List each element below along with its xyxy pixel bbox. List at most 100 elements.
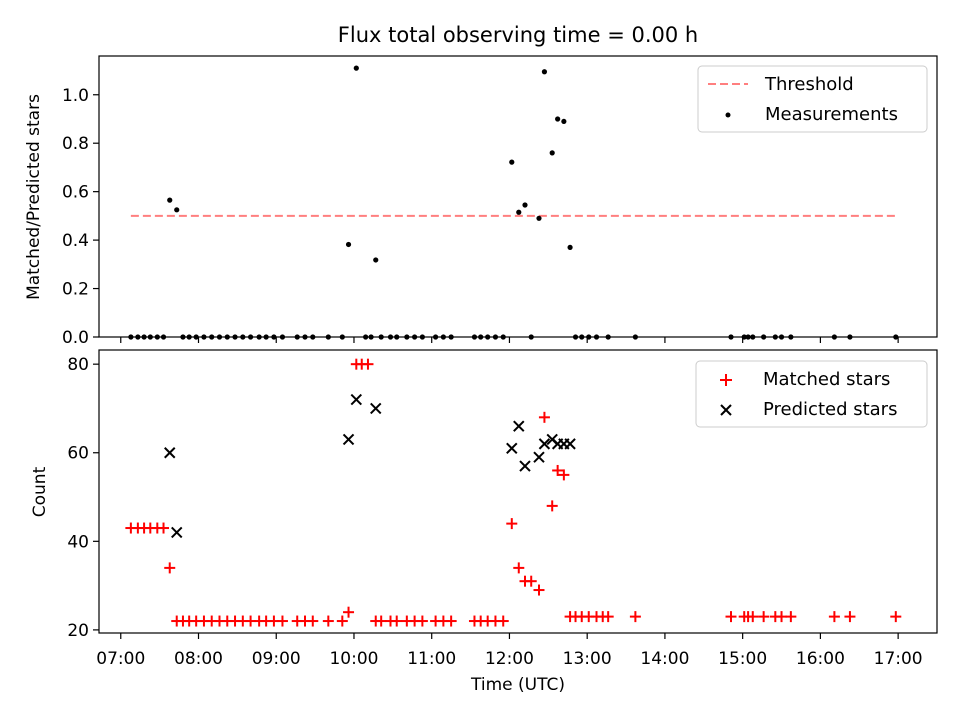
- predicted-star-point-8: [533, 451, 545, 463]
- measurement-point-4: [154, 334, 160, 340]
- measurement-point-3: [147, 334, 153, 340]
- measurement-point-52: [555, 116, 561, 122]
- bottom-y-tick-label-2: 60: [67, 444, 89, 464]
- measurement-point-42: [478, 334, 484, 340]
- matched-star-point-25: [322, 615, 334, 627]
- legend-threshold-label: Threshold: [764, 74, 854, 95]
- measurement-point-18: [256, 334, 262, 340]
- measurement-point-0: [128, 334, 134, 340]
- measurement-point-1: [135, 334, 141, 340]
- measurement-point-33: [387, 334, 394, 340]
- bottom-y-tick-label-0: 20: [67, 621, 89, 641]
- measurement-point-71: [847, 334, 853, 340]
- predicted-star-point-7: [519, 460, 531, 472]
- top-y-tick-label-0: 0.0: [62, 328, 89, 348]
- top-legend: Threshold Measurements: [697, 65, 928, 133]
- x-tick-label-8: 15:00: [718, 649, 767, 669]
- bottom-panel: 20 40 60 80 07:00 08:00 09:00 10:00 11:00 12:00 1…: [30, 349, 938, 695]
- measurement-point-38: [432, 334, 439, 340]
- matched-star-point-67: [758, 611, 770, 623]
- measurement-point-20: [271, 334, 277, 340]
- measurement-point-17: [247, 334, 254, 340]
- matched-star-point-62: [629, 611, 641, 623]
- legend-predicted-label: Predicted stars: [763, 399, 897, 420]
- x-axis-label: Time (UTC): [470, 675, 565, 695]
- measurement-point-59: [593, 334, 600, 340]
- x-tick-label-0: 07:00: [96, 649, 145, 669]
- measurement-point-64: [745, 334, 751, 340]
- predicted-star-point-5: [506, 442, 518, 455]
- measurement-point-25: [325, 334, 331, 340]
- x-tick-label-7: 14:00: [640, 649, 689, 669]
- measurement-point-62: [728, 334, 734, 340]
- measurement-point-40: [448, 334, 454, 340]
- measurement-point-44: [492, 334, 499, 340]
- measurement-point-16: [240, 334, 246, 340]
- x-tick-label-6: 13:00: [563, 649, 612, 669]
- top-legend-box: [697, 65, 928, 133]
- measurement-point-51: [549, 150, 555, 156]
- measurement-point-34: [394, 334, 400, 340]
- measurement-point-29: [373, 257, 379, 263]
- measurement-point-14: [224, 334, 230, 340]
- bottom-x-ticks: 07:00 08:00 09:00 10:00 11:00 12:00 13:00 14:00…: [96, 633, 923, 669]
- measurement-point-31: [368, 334, 374, 340]
- measurement-point-53: [561, 118, 567, 125]
- top-y-ticks: 0.0 0.2 0.4 0.6 0.8 1.0: [62, 86, 99, 348]
- matched-star-point-47: [513, 562, 525, 574]
- matched-star-point-52: [546, 500, 558, 512]
- x-tick-label-5: 12:00: [485, 649, 534, 669]
- matched-star-point-32: [375, 615, 387, 627]
- measurement-point-6: [167, 197, 173, 203]
- measurement-point-26: [339, 334, 345, 340]
- matched-star-point-63: [725, 611, 737, 623]
- measurement-point-27: [345, 241, 352, 248]
- matched-star-point-69: [776, 611, 788, 623]
- predicted-star-point-0: [164, 447, 176, 459]
- bottom-legend: Matched stars Predicted stars: [695, 360, 928, 428]
- top-x-ticks: [120, 337, 899, 343]
- predicted-star-point-3: [350, 393, 363, 406]
- matched-star-point-6: [164, 562, 176, 574]
- measurement-point-39: [440, 334, 446, 340]
- matched-star-point-53: [552, 464, 564, 476]
- measurement-point-41: [471, 334, 478, 340]
- matched-star-point-21: [276, 615, 288, 627]
- legend-measurements-swatch: [725, 112, 731, 118]
- measurement-point-11: [201, 334, 207, 340]
- bottom-y-tick-label-3: 80: [67, 355, 89, 375]
- predicted-star-point-1: [171, 526, 183, 539]
- chart-title: Flux total observing time = 0.00 h: [338, 23, 698, 47]
- x-tick-label-4: 11:00: [407, 649, 456, 669]
- measurement-point-66: [761, 334, 767, 340]
- predicted-star-point-13: [564, 438, 576, 450]
- legend-predicted-swatch: [720, 404, 732, 416]
- measurement-point-35: [404, 334, 410, 340]
- measurement-point-46: [509, 159, 515, 165]
- matched-star-point-27: [343, 606, 355, 618]
- measurement-point-67: [772, 334, 778, 340]
- measurement-point-12: [209, 334, 215, 340]
- measurement-point-60: [605, 334, 611, 340]
- measurement-point-49: [536, 215, 542, 221]
- top-y-tick-label-5: 1.0: [62, 86, 89, 106]
- matched-star-point-70: [785, 611, 797, 623]
- measurement-point-13: [216, 334, 223, 340]
- measurement-point-5: [160, 334, 167, 340]
- x-tick-label-9: 16:00: [796, 649, 845, 669]
- measurement-point-28: [353, 65, 359, 71]
- matched-star-point-37: [416, 615, 428, 627]
- bottom-y-tick-label-1: 40: [67, 532, 89, 552]
- matched-star-point-73: [890, 611, 902, 623]
- x-tick-label-3: 10:00: [329, 649, 378, 669]
- predicted-star-point-4: [370, 402, 382, 415]
- measurement-point-48: [522, 202, 528, 208]
- measurement-point-50: [541, 69, 548, 75]
- matched-star-point-30: [362, 358, 374, 370]
- matched-star-point-46: [506, 518, 518, 530]
- measurement-point-23: [302, 334, 308, 340]
- measurement-point-32: [378, 334, 384, 340]
- measurement-point-61: [632, 334, 638, 340]
- measurement-point-19: [263, 334, 269, 340]
